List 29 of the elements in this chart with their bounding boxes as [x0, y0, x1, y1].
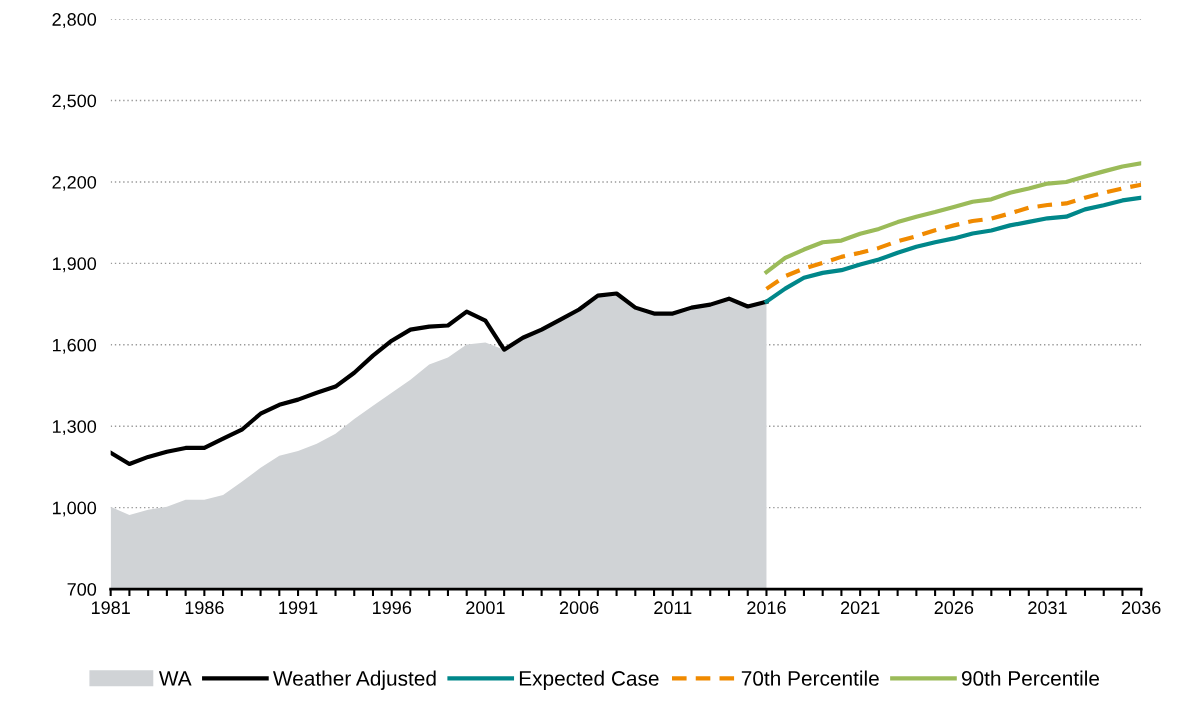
x-tick-label: 1986 [185, 601, 224, 615]
y-tick-label: 2,800 [52, 13, 97, 28]
line-series [110, 291, 769, 467]
y-tick-label: 2,200 [52, 175, 97, 191]
legend-label: Weather Adjusted [272, 670, 436, 690]
x-tick-label: 1996 [373, 601, 412, 615]
x-tick-label: 2011 [654, 601, 692, 615]
x-tick-label: 2021 [840, 601, 880, 615]
x-tick-label: 2031 [1028, 601, 1067, 615]
legend-label: 70th Percentile [741, 670, 879, 686]
legend-label: 90th Percentile [961, 670, 1100, 686]
line-series [764, 161, 1142, 275]
x-tick-label: 2001 [466, 601, 505, 615]
x-tick-label: 2026 [934, 601, 974, 615]
y-tick-label: 1,000 [52, 501, 97, 517]
y-tick-label: 1,300 [52, 420, 97, 436]
x-tick-label: 2016 [747, 601, 786, 615]
x-tick-label: 2036 [1122, 601, 1161, 615]
y-tick-label: 1,900 [52, 257, 97, 273]
y-tick-label: 700 [67, 582, 97, 596]
y-tick-label: 1,600 [52, 338, 97, 354]
line-series [764, 182, 1142, 291]
x-tick-label: 1981 [91, 601, 130, 615]
legend-label: Expected Case [519, 670, 659, 690]
legend-label: WA [158, 671, 192, 686]
x-tick-label: 1991 [279, 601, 318, 615]
line-series [764, 195, 1142, 304]
y-tick-label: 2,500 [52, 94, 97, 110]
x-tick-label: 2006 [559, 601, 599, 615]
